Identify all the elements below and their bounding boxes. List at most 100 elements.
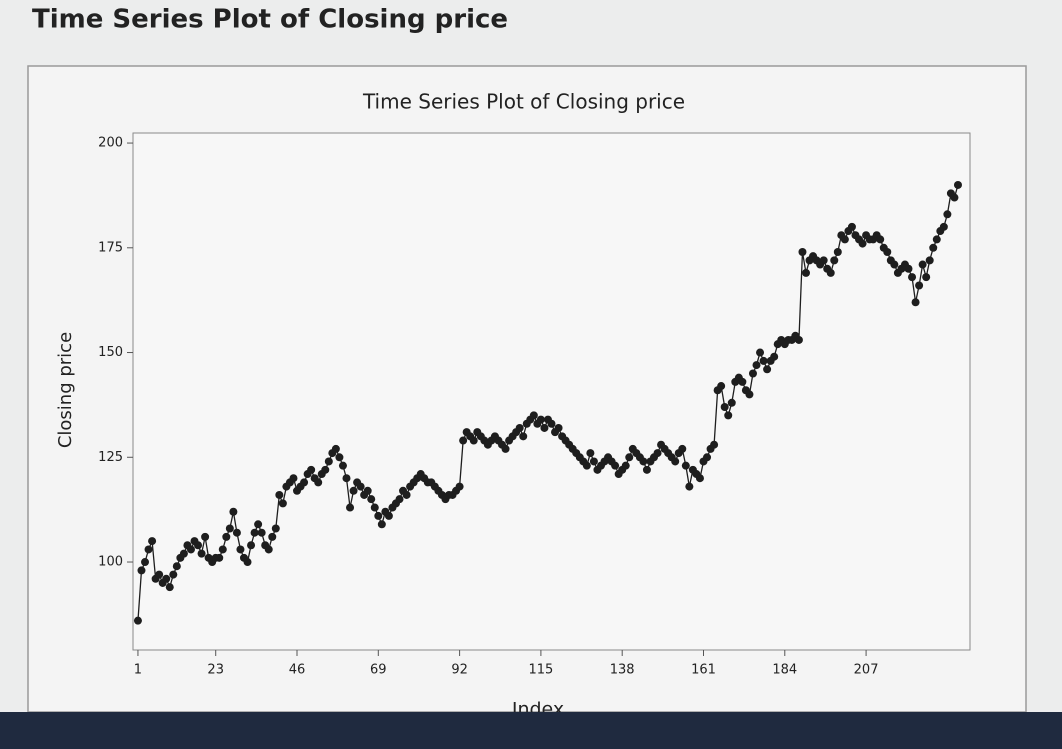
point: [197, 549, 206, 558]
point: [678, 444, 687, 453]
point: [346, 503, 355, 512]
point: [589, 457, 598, 466]
point: [243, 558, 252, 567]
point: [169, 570, 178, 579]
point: [501, 444, 510, 453]
point: [794, 335, 803, 344]
point: [342, 474, 351, 483]
point: [314, 478, 323, 487]
point: [950, 193, 959, 202]
x-tick-label: 46: [289, 663, 306, 678]
point: [194, 541, 203, 550]
point: [137, 566, 146, 575]
point: [745, 390, 754, 399]
point: [133, 616, 142, 625]
point: [939, 222, 948, 231]
point: [586, 449, 595, 458]
point: [819, 256, 828, 265]
point: [932, 235, 941, 244]
point: [218, 545, 227, 554]
point: [720, 403, 729, 412]
point: [840, 235, 849, 244]
point: [278, 499, 287, 508]
point: [752, 361, 761, 370]
point: [798, 247, 807, 256]
x-tick-label: 92: [451, 663, 468, 678]
point: [582, 461, 591, 470]
point: [847, 222, 856, 231]
point: [738, 377, 747, 386]
point: [275, 490, 284, 499]
x-tick-label: 161: [691, 663, 716, 678]
point: [536, 415, 545, 424]
y-tick-label: 100: [98, 555, 123, 570]
point: [459, 436, 468, 445]
point: [763, 365, 772, 374]
point: [918, 260, 927, 269]
point: [165, 583, 174, 592]
point: [925, 256, 934, 265]
point: [257, 528, 266, 537]
point: [338, 461, 347, 470]
point: [929, 243, 938, 252]
point: [671, 457, 680, 466]
point: [639, 457, 648, 466]
point: [685, 482, 694, 491]
point: [349, 486, 358, 495]
point: [300, 478, 309, 487]
point: [953, 180, 962, 189]
plot-area: [132, 132, 971, 651]
point: [908, 273, 917, 282]
point: [321, 465, 330, 474]
x-tick-label: 115: [528, 663, 553, 678]
chart-title: Time Series Plot of Closing price: [362, 90, 685, 114]
point: [232, 528, 241, 537]
point: [724, 411, 733, 420]
y-tick-label: 150: [98, 345, 123, 360]
point: [402, 490, 411, 499]
point: [264, 545, 273, 554]
point: [356, 482, 365, 491]
point: [883, 247, 892, 256]
point: [943, 210, 952, 219]
point: [172, 562, 181, 571]
x-tick-label: 138: [610, 663, 635, 678]
point: [179, 549, 188, 558]
point: [250, 528, 259, 537]
point: [922, 273, 931, 282]
point: [268, 532, 277, 541]
point: [904, 264, 913, 273]
point: [830, 256, 839, 265]
point: [801, 268, 810, 277]
y-tick-label: 125: [98, 450, 123, 465]
point: [717, 382, 726, 391]
point: [271, 524, 280, 533]
point: [759, 356, 768, 365]
point: [155, 570, 164, 579]
point: [335, 453, 344, 462]
point: [370, 503, 379, 512]
point: [148, 537, 157, 546]
point: [186, 545, 195, 554]
point: [748, 369, 757, 378]
point: [236, 545, 245, 554]
point: [826, 268, 835, 277]
point: [890, 260, 899, 269]
point: [144, 545, 153, 554]
point: [162, 574, 171, 583]
x-tick-label: 23: [207, 663, 224, 678]
x-tick-label: 184: [772, 663, 797, 678]
point: [384, 511, 393, 520]
point: [469, 436, 478, 445]
point: [455, 482, 464, 491]
x-tick-label: 1: [134, 663, 142, 678]
point: [554, 423, 563, 432]
point: [395, 495, 404, 504]
point: [621, 461, 630, 470]
point: [611, 461, 620, 470]
point: [229, 507, 238, 516]
bottom-bar: [0, 712, 1062, 749]
point: [363, 486, 372, 495]
